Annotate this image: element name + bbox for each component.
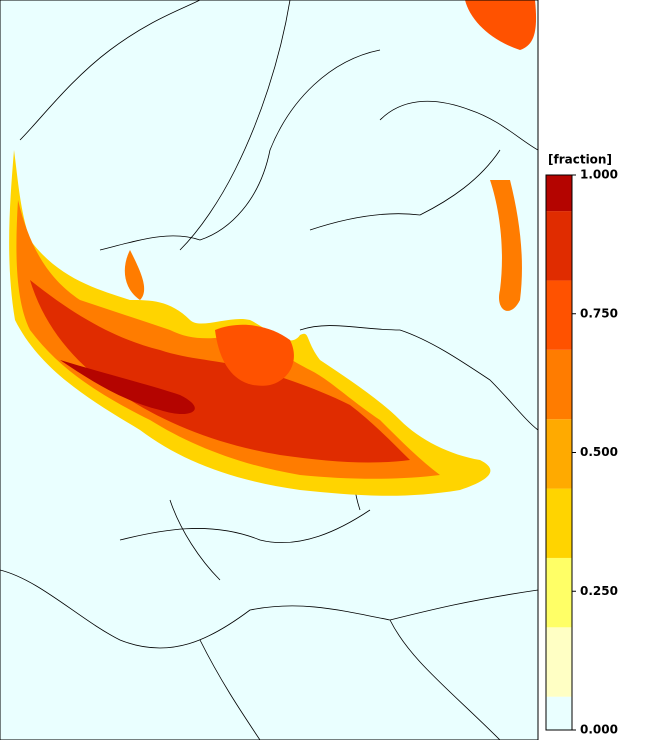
map xyxy=(0,0,539,740)
legend-title: [fraction] xyxy=(548,153,612,167)
colorbar-band xyxy=(546,349,572,420)
colorbar-band xyxy=(546,696,572,730)
colorbar-band xyxy=(546,280,572,350)
colorbar-tick-label: 0.500 xyxy=(580,445,618,459)
colorbar-band xyxy=(546,488,572,558)
plume xyxy=(9,0,537,496)
colorbar-tick-label: 0.000 xyxy=(580,723,618,737)
colorbar-tick-label: 0.750 xyxy=(580,306,618,320)
colorbar-band xyxy=(546,557,572,628)
colorbar-tick-label: 0.250 xyxy=(580,584,618,598)
colorbar-tick-label: 1.000 xyxy=(580,168,618,182)
colorbar-band xyxy=(546,175,572,212)
map-frame xyxy=(0,0,539,740)
colorbar-band xyxy=(546,627,572,697)
colorbar-band xyxy=(546,419,572,489)
colorbar-band xyxy=(546,211,572,281)
